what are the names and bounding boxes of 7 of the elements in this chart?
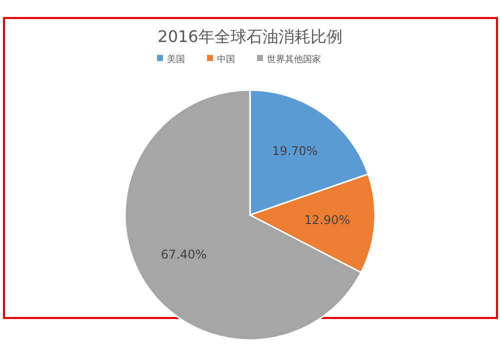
legend-label: 世界其他国家 (267, 54, 321, 65)
data-label: 12.90% (304, 212, 350, 227)
legend-label: 美国 (167, 54, 185, 65)
data-label: 67.40% (160, 248, 207, 262)
chart-title: 2016年全球石油消耗比例 (158, 27, 342, 46)
legend-label: 中国 (217, 54, 235, 65)
data-label: 19.70% (272, 144, 318, 158)
